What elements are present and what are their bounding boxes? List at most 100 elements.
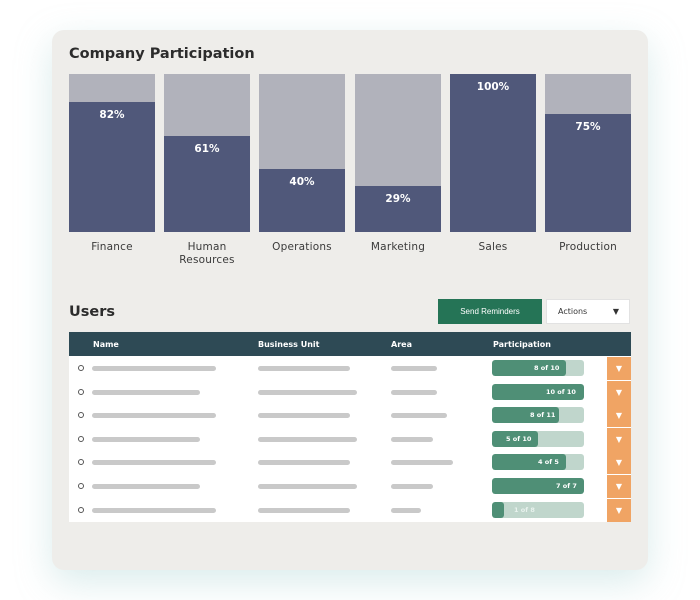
bar-fill: [355, 186, 441, 232]
caret-down-icon: ▼: [615, 505, 623, 515]
business-unit-placeholder: [258, 484, 357, 489]
progress-fill: [492, 454, 566, 471]
users-table: Name Business Unit Area Participation 8 …: [69, 332, 631, 522]
progress-fill: [492, 430, 538, 447]
row-select-radio[interactable]: [78, 506, 84, 513]
area-placeholder: [391, 366, 437, 371]
area-placeholder: [391, 389, 437, 395]
progress-label: 5 of 10: [506, 434, 532, 443]
table-row[interactable]: 4 of 5 ▼: [69, 451, 631, 475]
bar-sales[interactable]: 100%: [450, 74, 536, 232]
progress-label: 1 of 8: [514, 505, 535, 514]
area-placeholder: [391, 460, 453, 466]
area-placeholder: [391, 507, 421, 513]
participation-progress: 5 of 10: [492, 430, 584, 447]
progress-fill: [492, 478, 584, 494]
caret-down-icon: ▼: [615, 482, 623, 491]
area-placeholder: [391, 413, 447, 419]
actions-label: Actions: [558, 307, 588, 316]
column-header-business-unit[interactable]: Business Unit: [258, 340, 320, 349]
bar-value-label: 75%: [575, 120, 601, 133]
bar-value-label: 61%: [194, 142, 220, 155]
column-header-name[interactable]: Name: [93, 340, 119, 349]
row-menu-button[interactable]: ▼: [607, 475, 631, 498]
progress-label: 4 of 5: [538, 458, 559, 467]
table-row[interactable]: 10 of 10 ▼: [69, 380, 631, 404]
column-header-participation[interactable]: Participation: [493, 340, 551, 349]
bar-marketing[interactable]: 29%: [355, 74, 441, 232]
category-label: Marketing: [370, 241, 426, 253]
participation-progress: 1 of 8: [492, 501, 584, 518]
actions-dropdown[interactable]: Actions ▼: [546, 299, 630, 324]
table-header: Name Business Unit Area Participation: [69, 332, 631, 356]
progress-label: 8 of 10: [534, 364, 560, 372]
progress-label: 10 of 10: [546, 387, 576, 396]
business-unit-placeholder: [258, 507, 350, 513]
table-row[interactable]: 5 of 10 ▼: [69, 427, 631, 451]
participation-progress: 8 of 11: [492, 407, 584, 424]
business-unit-placeholder: [258, 389, 357, 395]
row-select-radio[interactable]: [78, 435, 84, 442]
bar-operations[interactable]: 40%: [259, 74, 345, 232]
table-row[interactable]: 7 of 7 ▼: [69, 475, 631, 498]
name-placeholder: [92, 366, 216, 371]
caret-down-icon: ▼: [615, 387, 623, 397]
bar-fill: [164, 135, 250, 232]
bar-fill: [259, 168, 345, 232]
participation-chart: 82% 61% 40% 29% 100% 75%: [69, 74, 631, 234]
name-placeholder: [92, 484, 200, 489]
name-placeholder: [92, 460, 216, 466]
bar-value-label: 40%: [289, 175, 315, 188]
category-label: Operations: [272, 241, 332, 253]
row-menu-button[interactable]: ▼: [607, 357, 631, 380]
bar-value-label: 82%: [99, 109, 125, 122]
name-placeholder: [92, 507, 216, 513]
caret-down-icon: ▼: [615, 434, 623, 444]
participation-progress: 7 of 7: [492, 478, 584, 494]
row-select-radio[interactable]: [78, 483, 84, 489]
row-select-radio[interactable]: [78, 365, 84, 371]
category-label: Sales: [478, 241, 508, 253]
bar-value-label: 100%: [476, 81, 510, 93]
business-unit-placeholder: [258, 366, 350, 371]
row-menu-button[interactable]: ▼: [607, 404, 631, 428]
name-placeholder: [92, 389, 200, 395]
users-title: Users: [69, 304, 116, 320]
progress-label: 7 of 7: [556, 482, 577, 490]
table-row[interactable]: 8 of 10 ▼: [69, 357, 631, 380]
category-label: Production: [559, 241, 617, 253]
progress-fill: [492, 407, 559, 424]
progress-fill: [492, 383, 584, 400]
participation-title: Company Participation: [69, 46, 255, 62]
business-unit-placeholder: [258, 460, 350, 466]
row-menu-button[interactable]: ▼: [607, 498, 631, 522]
bar-value-label: 29%: [385, 193, 411, 206]
progress-fill: [492, 501, 504, 518]
bar-fill: [450, 74, 536, 232]
bar-finance[interactable]: 82%: [69, 74, 155, 232]
row-menu-button[interactable]: ▼: [607, 451, 631, 475]
row-select-radio[interactable]: [78, 412, 84, 419]
area-placeholder: [391, 436, 433, 442]
participation-progress: 4 of 5: [492, 454, 584, 471]
participation-progress: 8 of 10: [492, 360, 584, 376]
table-row[interactable]: 8 of 11 ▼: [69, 404, 631, 428]
category-label: Finance: [91, 241, 133, 253]
bar-production[interactable]: 75%: [545, 74, 631, 232]
participation-progress: 10 of 10: [492, 383, 584, 400]
progress-label: 8 of 11: [530, 411, 556, 420]
row-select-radio[interactable]: [78, 388, 84, 395]
name-placeholder: [92, 413, 216, 419]
business-unit-placeholder: [258, 436, 357, 442]
business-unit-placeholder: [258, 413, 350, 419]
row-select-radio[interactable]: [78, 459, 84, 466]
bar-fill: [545, 113, 631, 232]
table-row[interactable]: 1 of 8 ▼: [69, 498, 631, 522]
column-header-area[interactable]: Area: [391, 340, 412, 349]
row-menu-button[interactable]: ▼: [607, 427, 631, 451]
bar-fill: [69, 102, 155, 232]
send-reminders-button[interactable]: Send Reminders: [438, 299, 542, 324]
bar-human-resources[interactable]: 61%: [164, 74, 250, 232]
row-menu-button[interactable]: ▼: [607, 380, 631, 404]
chevron-down-icon: ▼: [612, 307, 619, 316]
